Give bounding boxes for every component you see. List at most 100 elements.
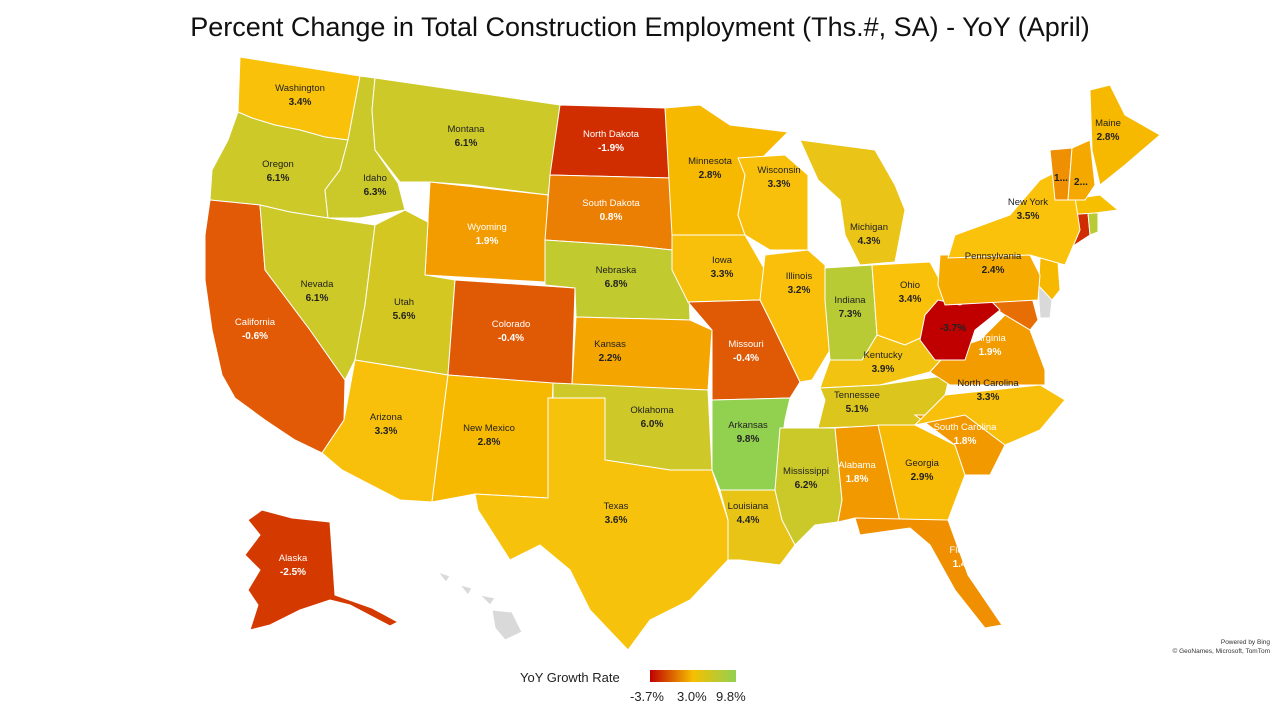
state-value-tn: 5.1% [846,404,869,415]
state-shape-ny [947,164,1081,266]
legend-color-scale [650,670,736,682]
legend-mid-label: 3.0% [677,689,707,704]
state-name-wy: Wyoming [467,222,507,233]
state-value-il: 3.2% [788,285,811,296]
state-value-ar: 9.8% [737,434,760,445]
state-name-mn: Minnesota [688,156,733,167]
state-name-wi: Wisconsin [757,165,800,176]
state-value-nh: 2... [1074,177,1088,188]
state-value-ca: -0.6% [242,331,268,342]
state-shape-nd [549,104,673,179]
state-shape-de [1037,283,1053,319]
state-name-tx: Texas [604,501,629,512]
state-name-al: Alabama [838,460,876,471]
state-name-nm: New Mexico [463,423,515,434]
state-name-ga: Georgia [905,458,940,469]
state-value-nc: 3.3% [977,392,1000,403]
state-value-ny: 3.5% [1017,211,1040,222]
attribution-text: © GeoNames, Microsoft, TomTom [1172,648,1271,655]
state-value-id: 6.3% [364,187,387,198]
state-name-or: Oregon [262,159,294,170]
state-value-oh: 3.4% [899,294,922,305]
state-value-ok: 6.0% [641,419,664,430]
state-value-ky: 3.9% [872,364,895,375]
state-name-az: Arizona [370,412,403,423]
state-value-nv: 6.1% [306,293,329,304]
legend-title: YoY Growth Rate [520,670,620,685]
state-value-in: 7.3% [839,309,862,320]
state-name-ne: Nebraska [596,265,637,276]
state-name-ia: Iowa [712,255,733,266]
state-name-il: Illinois [786,271,813,282]
state-name-ky: Kentucky [863,350,902,361]
state-name-id: Idaho [363,173,387,184]
state-name-in: Indiana [834,295,866,306]
state-shape-me [1089,84,1161,186]
state-value-al: 1.8% [846,474,869,485]
state-name-mo: Missouri [728,339,763,350]
state-value-sd: 0.8% [600,212,623,223]
state-value-ga: 2.9% [911,472,934,483]
state-value-ia: 3.3% [711,269,734,280]
state-name-va: Virginia [974,333,1006,344]
state-value-or: 6.1% [267,173,290,184]
state-name-ca: California [235,317,276,328]
state-name-ks: Kansas [594,339,626,350]
map-title: Percent Change in Total Construction Emp… [190,12,1090,42]
state-name-co: Colorado [492,319,531,330]
state-shape-ak [244,509,400,631]
state-shape-mt [371,77,561,196]
state-value-sc: 1.8% [954,436,977,447]
state-name-pa: Pennsylvania [965,251,1022,262]
legend-max-label: 9.8% [716,689,746,704]
state-value-va: 1.9% [979,347,1002,358]
state-value-co: -0.4% [498,333,524,344]
state-value-mi: 4.3% [858,236,881,247]
state-value-la: 4.4% [737,515,760,526]
state-value-wv: -3.7% [940,323,966,334]
state-name-ak: Alaska [279,553,308,564]
state-value-pa: 2.4% [982,265,1005,276]
state-name-sd: South Dakota [582,198,640,209]
state-shape-wi [737,154,809,251]
state-name-nv: Nevada [301,279,334,290]
state-value-wi: 3.3% [768,179,791,190]
state-shape-ri [1087,212,1099,236]
state-value-ak: -2.5% [280,567,306,578]
state-shape-fl [854,517,1003,629]
state-value-az: 3.3% [375,426,398,437]
state-value-mn: 2.8% [699,170,722,181]
state-shape-ks [571,316,713,391]
state-value-mt: 6.1% [455,138,478,149]
state-shape-tx [474,397,729,651]
state-value-fl: 1.4% [953,559,976,570]
state-shape-nh [1067,139,1096,201]
state-name-ok: Oklahoma [630,405,674,416]
state-value-ms: 6.2% [795,480,818,491]
legend-min-label: -3.7% [630,689,664,704]
state-name-nd: North Dakota [583,129,640,140]
state-value-ks: 2.2% [599,353,622,364]
state-name-me: Maine [1095,118,1121,129]
state-value-ne: 6.8% [605,279,628,290]
state-name-wa: Washington [275,83,325,94]
state-name-tn: Tennessee [834,390,880,401]
state-value-nd: -1.9% [598,143,624,154]
map-credit: Powered by Bing © GeoNames, Microsoft, T… [1173,638,1271,656]
state-name-ut: Utah [394,297,414,308]
state-name-fl: Florida [949,545,979,556]
state-value-mo: -0.4% [733,353,759,364]
state-name-sc: South Carolina [934,422,998,433]
powered-by-text: Powered by Bing [1220,639,1270,646]
state-value-ut: 5.6% [393,311,416,322]
state-shape-mi [799,139,906,266]
state-shape-il [759,249,831,383]
state-name-mt: Montana [448,124,486,135]
state-shape-nc [913,384,1066,446]
state-value-tx: 3.6% [605,515,628,526]
state-name-ms: Mississippi [783,466,829,477]
state-name-mi: Michigan [850,222,888,233]
state-shape-pa [937,254,1041,306]
state-value-me: 2.8% [1097,132,1120,143]
